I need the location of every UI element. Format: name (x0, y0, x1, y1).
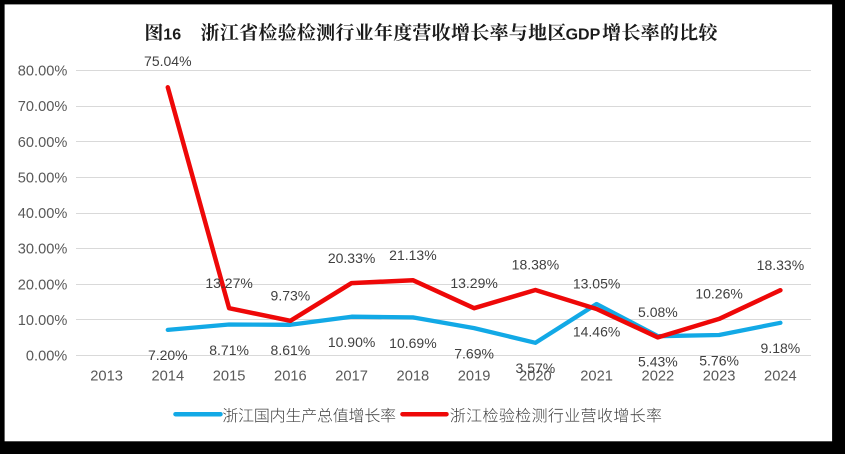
svg-text:75.04%: 75.04% (144, 53, 191, 69)
svg-text:0.00%: 0.00% (26, 349, 67, 365)
svg-text:2022: 2022 (642, 369, 675, 385)
svg-text:13.05%: 13.05% (573, 276, 620, 292)
svg-text:30.00%: 30.00% (18, 242, 68, 258)
svg-text:10.69%: 10.69% (389, 335, 436, 351)
svg-text:2014: 2014 (151, 369, 184, 385)
svg-text:20.00%: 20.00% (18, 277, 68, 293)
svg-text:21.13%: 21.13% (389, 247, 436, 263)
svg-text:10.00%: 10.00% (18, 313, 68, 329)
svg-text:5.08%: 5.08% (638, 304, 678, 320)
svg-text:80.00%: 80.00% (18, 64, 68, 80)
svg-text:13.29%: 13.29% (450, 275, 497, 291)
svg-text:13.27%: 13.27% (205, 275, 252, 291)
svg-text:9.18%: 9.18% (761, 340, 801, 356)
svg-text:14.46%: 14.46% (573, 323, 620, 339)
svg-text:7.69%: 7.69% (454, 346, 494, 362)
svg-text:7.20%: 7.20% (148, 347, 188, 363)
svg-text:10.26%: 10.26% (695, 286, 742, 302)
svg-text:8.61%: 8.61% (271, 342, 311, 358)
svg-text:40.00%: 40.00% (18, 206, 68, 222)
svg-text:2024: 2024 (764, 369, 797, 385)
svg-text:50.00%: 50.00% (18, 171, 68, 187)
svg-text:2023: 2023 (703, 369, 736, 385)
svg-text:10.90%: 10.90% (328, 334, 375, 350)
svg-text:2021: 2021 (580, 369, 613, 385)
svg-text:2015: 2015 (213, 369, 246, 385)
svg-text:18.33%: 18.33% (757, 257, 804, 273)
svg-text:16: 16 (163, 27, 181, 44)
svg-text:2019: 2019 (458, 369, 491, 385)
svg-text:2017: 2017 (335, 369, 368, 385)
svg-text:8.71%: 8.71% (209, 342, 249, 358)
svg-text:5.43%: 5.43% (638, 354, 678, 370)
svg-text:2013: 2013 (90, 369, 123, 385)
svg-text:5.76%: 5.76% (699, 352, 739, 368)
svg-text:60.00%: 60.00% (18, 135, 68, 151)
svg-text:3.57%: 3.57% (516, 360, 556, 376)
svg-text:20.33%: 20.33% (328, 250, 375, 266)
svg-text:9.73%: 9.73% (271, 288, 311, 304)
svg-text:18.38%: 18.38% (512, 257, 559, 273)
svg-text:2020: 2020 (519, 369, 552, 385)
svg-text:2018: 2018 (397, 369, 430, 385)
svg-text:2016: 2016 (274, 369, 307, 385)
svg-text:70.00%: 70.00% (18, 99, 68, 115)
svg-text:GDP: GDP (566, 27, 601, 44)
